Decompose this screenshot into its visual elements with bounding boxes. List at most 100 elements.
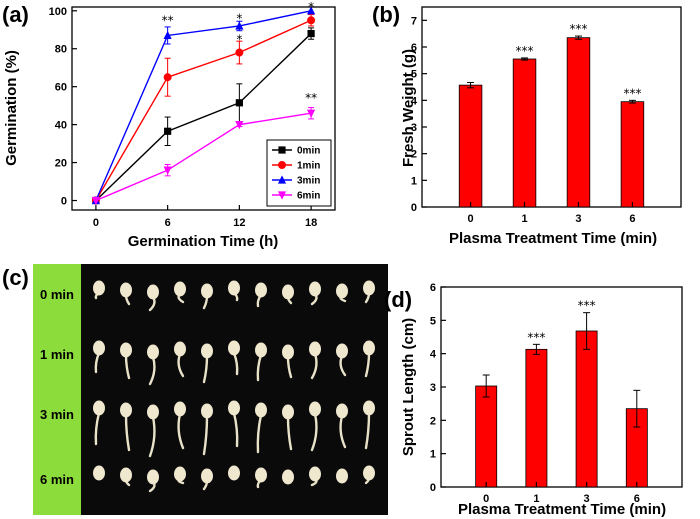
chart-d-y-tick-label: 1	[430, 449, 436, 461]
chart-d-bar-0	[475, 385, 498, 488]
chart-a-legend-marker-0min	[278, 146, 286, 154]
seedling-seed	[147, 404, 159, 420]
seedling-seed	[336, 403, 348, 419]
panel-label-a: (a)	[2, 2, 29, 27]
seedling-seed	[363, 280, 375, 296]
chart-b-significance-label: ***	[569, 22, 587, 36]
seedling-seed	[282, 469, 294, 485]
chart-a-series-line-0min	[95, 33, 312, 202]
chart-a-legend-label-0min: 0min	[297, 146, 320, 157]
seedling-seed	[363, 465, 375, 481]
chart-a-significance-label: *	[236, 11, 242, 25]
chart-a-y-tick-label: 80	[55, 44, 67, 56]
chart-d-sprout-length: 0 1 2 3 4 5 6 0 1 *** 3 *** 6 Plasma Treatment Time…	[400, 282, 683, 518]
chart-a-point-0min	[164, 127, 172, 135]
chart-a-series-line-1min	[95, 19, 312, 201]
seedling-sprout	[286, 415, 293, 451]
seedling-seed	[309, 401, 321, 417]
chart-a-legend-marker-3min	[277, 175, 287, 184]
seedling-seed	[255, 467, 267, 483]
chart-a-x-tick-label: 6	[165, 217, 171, 229]
panel-label-b: (b)	[372, 2, 400, 27]
seedling-sprout	[124, 413, 131, 452]
photo-row-label: 3 min	[40, 407, 74, 422]
chart-b-fresh-weight: 0 1 2 3 4 5 6 7 0 1 *** 3 *** 6 *** Plasma Treatment …	[400, 6, 682, 247]
chart-a-y-tick-label: 100	[49, 6, 67, 18]
chart-b-y-tick-label: 5	[411, 69, 417, 81]
seedling-seed	[174, 466, 186, 482]
seedling-seed	[201, 283, 213, 299]
photo-row-label: 0 min	[40, 287, 74, 302]
seedling-seed	[93, 465, 105, 481]
chart-b-bar-3	[566, 37, 591, 208]
seedling-sprout	[256, 413, 263, 454]
chart-a-point-3min	[306, 6, 316, 15]
chart-a-plot-frame	[71, 6, 336, 211]
seedling-seed	[228, 465, 240, 481]
seedling-seed	[93, 280, 105, 296]
seedling-seed	[255, 402, 267, 418]
chart-a-y-tick-label: 40	[55, 120, 67, 132]
seedling-seed	[336, 468, 348, 484]
panel-label-d: (d)	[384, 287, 412, 312]
chart-a-legend-marker-6min	[277, 191, 287, 200]
chart-b-bar-1	[512, 58, 537, 208]
chart-a-point-6min	[306, 109, 316, 118]
chart-d-y-tick-label: 3	[430, 382, 436, 394]
seedling-seed	[147, 469, 159, 485]
chart-b-y-tick-label: 6	[411, 42, 417, 54]
chart-b-significance-label: ***	[623, 86, 641, 100]
chart-a-point-1min	[307, 16, 316, 25]
seedling-seed	[282, 344, 294, 360]
chart-d-y-tick-label: 5	[430, 315, 436, 327]
seedling-seed	[174, 281, 186, 297]
seedling-sprout	[310, 412, 318, 452]
chart-a-y-axis-title: Germination (%)	[3, 50, 20, 166]
seedling-seed	[336, 283, 348, 299]
chart-d-x-tick-label: 3	[584, 493, 590, 505]
chart-d-y-tick-label: 6	[430, 282, 436, 294]
seedling-seed	[255, 342, 267, 358]
seedling-seed	[309, 466, 321, 482]
chart-a-significance-label: **	[162, 13, 174, 27]
chart-a-point-6min	[163, 166, 172, 175]
chart-b-y-tick-label: 1	[411, 175, 417, 187]
seedling-seed	[147, 344, 159, 360]
chart-d-x-tick-label: 6	[634, 493, 640, 505]
chart-b-y-tick-label: 7	[411, 15, 417, 27]
seedling-seed	[147, 284, 159, 300]
chart-b-x-tick-label: 0	[468, 213, 474, 225]
photo-label-sidebar	[33, 264, 81, 515]
chart-a-x-axis-title: Germination Time (h)	[128, 233, 279, 250]
chart-b-significance-label: ***	[516, 44, 534, 58]
chart-b-x-tick-label: 1	[521, 213, 527, 225]
chart-a-point-6min	[235, 121, 244, 130]
seedling-seed	[201, 343, 213, 359]
chart-a-legend-label-1min: 1min	[297, 161, 320, 172]
photo-row-label: 6 min	[40, 472, 74, 487]
photo-row-label: 1 min	[40, 347, 74, 362]
chart-b-bar-0	[458, 84, 483, 208]
seedling-seed	[174, 401, 186, 417]
chart-d-bar-3	[575, 330, 598, 488]
chart-a-point-6min	[91, 196, 101, 206]
chart-a-significance-label: *	[236, 32, 242, 46]
panel-label-c: (c)	[2, 265, 29, 290]
chart-a-legend-label-3min: 3min	[297, 176, 320, 187]
chart-d-y-tick-label: 0	[430, 482, 436, 494]
seedling-seed	[120, 402, 132, 418]
chart-b-x-tick-label: 3	[575, 213, 581, 225]
chart-a-x-tick-label: 18	[305, 217, 317, 229]
chart-a-legend: 0min 1min 3min 6min	[266, 139, 332, 207]
chart-a-x-tick-label: 0	[93, 217, 99, 229]
chart-a-point-3min	[235, 21, 244, 30]
chart-b-x-axis-title: Plasma Treatment Time (min)	[449, 230, 657, 247]
seedling-sprout	[148, 415, 156, 458]
chart-a-legend-label-6min: 6min	[297, 191, 320, 202]
seedling-sprout	[177, 412, 185, 450]
seedling-seed	[309, 341, 321, 357]
seedling-sprout	[202, 414, 209, 456]
seedling-seed	[93, 400, 105, 416]
chart-a-point-1min	[235, 48, 244, 57]
